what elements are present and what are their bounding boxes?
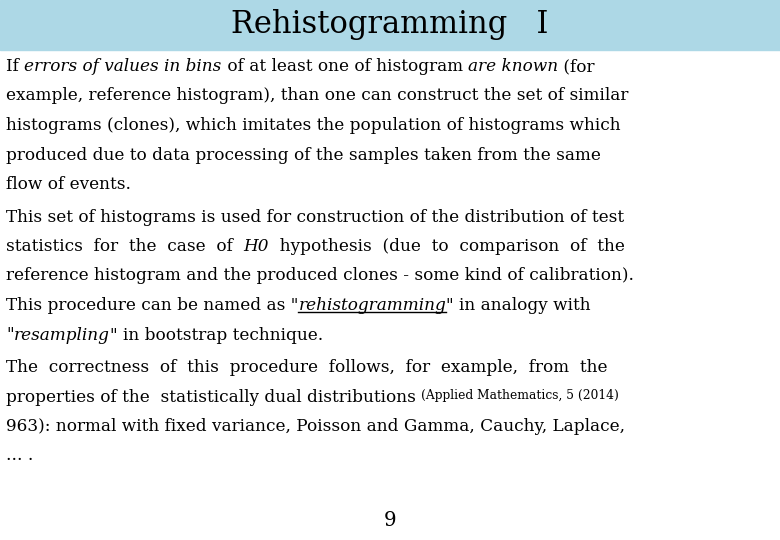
Text: ... .: ... . (6, 448, 34, 464)
Text: If: If (6, 58, 24, 75)
Text: rehistogramming: rehistogramming (299, 297, 446, 314)
Text: This procedure can be named as ": This procedure can be named as " (6, 297, 299, 314)
Text: flow of events.: flow of events. (6, 176, 131, 193)
Text: " in bootstrap technique.: " in bootstrap technique. (109, 327, 323, 343)
Text: properties of the  statistically dual distributions: properties of the statistically dual dis… (6, 388, 421, 406)
Text: ": " (6, 327, 13, 343)
Text: " in analogy with: " in analogy with (446, 297, 590, 314)
Text: histograms (clones), which imitates the population of histograms which: histograms (clones), which imitates the … (6, 117, 621, 134)
Text: hypothesis  (due  to  comparison  of  the: hypothesis (due to comparison of the (269, 238, 625, 255)
Text: resampling: resampling (13, 327, 109, 343)
Text: (Applied Mathematics, 5 (2014): (Applied Mathematics, 5 (2014) (421, 388, 619, 402)
Text: This set of histograms is used for construction of the distribution of test: This set of histograms is used for const… (6, 208, 624, 226)
Text: reference histogram and the produced clones - some kind of calibration).: reference histogram and the produced clo… (6, 267, 634, 285)
Text: (for: (for (558, 58, 594, 75)
Text: are known: are known (468, 58, 558, 75)
Text: 963): normal with fixed variance, Poisson and Gamma, Cauchy, Laplace,: 963): normal with fixed variance, Poisso… (6, 418, 625, 435)
Text: statistics  for  the  case  of: statistics for the case of (6, 238, 243, 255)
Text: Rehistogramming   I: Rehistogramming I (232, 10, 548, 40)
Text: The  correctness  of  this  procedure  follows,  for  example,  from  the: The correctness of this procedure follow… (6, 359, 608, 376)
Text: errors of values in bins: errors of values in bins (24, 58, 222, 75)
Text: example, reference histogram), than one can construct the set of similar: example, reference histogram), than one … (6, 87, 629, 105)
FancyBboxPatch shape (0, 0, 780, 50)
Text: 9: 9 (384, 510, 396, 530)
Text: produced due to data processing of the samples taken from the same: produced due to data processing of the s… (6, 146, 601, 164)
Text: H0: H0 (243, 238, 269, 255)
Text: of at least one of histogram: of at least one of histogram (222, 58, 468, 75)
